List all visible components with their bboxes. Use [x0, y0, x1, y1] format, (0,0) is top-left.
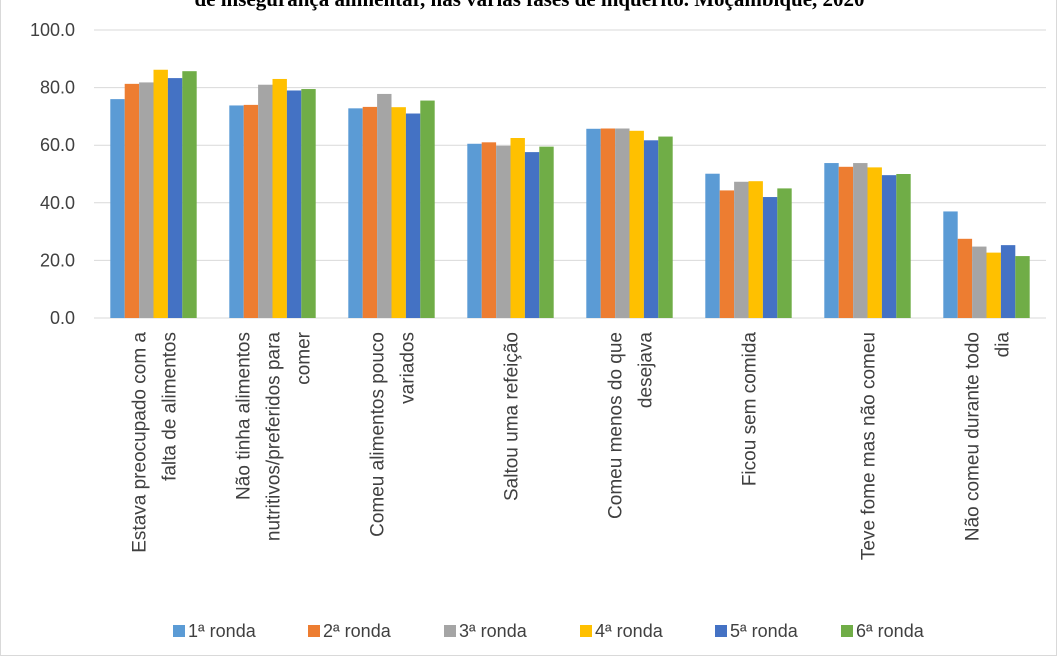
- x-tick-label: nutritivos/preferidos para: [264, 332, 285, 542]
- y-tick-label: 100.0: [30, 20, 75, 40]
- y-tick-label: 0.0: [50, 308, 75, 328]
- bar: [643, 140, 659, 318]
- chart-title: de insegurança alimentar, nas várias fas…: [1, 0, 1057, 12]
- bar: [272, 78, 287, 319]
- legend-label: 5ª ronda: [730, 621, 799, 641]
- bar: [243, 104, 259, 318]
- bar: [762, 197, 778, 318]
- x-tick-label: Teve fome mas não comeu: [859, 332, 880, 560]
- bar: [182, 71, 197, 319]
- legend-swatch: [173, 625, 185, 637]
- bar: [377, 93, 392, 318]
- bar: [629, 130, 644, 318]
- x-tick-label: Comeu menos do que: [606, 332, 627, 519]
- bar: [348, 108, 363, 318]
- x-tick-label: Não comeu durante todo: [963, 332, 984, 541]
- bar: [972, 246, 987, 318]
- bar: [391, 107, 406, 319]
- bar: [153, 69, 168, 318]
- y-tick-label: 40.0: [40, 193, 75, 213]
- bar: [539, 146, 554, 318]
- bar: [510, 138, 525, 318]
- bar: [881, 175, 897, 318]
- bar: [853, 163, 868, 318]
- x-tick-label: Não tinha alimentos: [234, 332, 255, 500]
- bar: [957, 238, 973, 318]
- bar: [748, 181, 763, 318]
- legend-label: 1ª ronda: [188, 621, 257, 641]
- bar: [896, 174, 911, 318]
- bar: [824, 163, 839, 318]
- bar: [1000, 245, 1016, 318]
- bar: [420, 100, 435, 318]
- x-tick-label: variados: [398, 332, 419, 404]
- bar: [867, 167, 882, 318]
- bar: [124, 83, 140, 318]
- x-tick-label: Saltou uma refeição: [502, 332, 523, 501]
- bar: [658, 136, 673, 318]
- x-tick-label: dia: [993, 332, 1014, 358]
- bar: [229, 105, 244, 319]
- bar: [110, 99, 125, 319]
- x-tick-label: comer: [294, 331, 315, 384]
- bar: [943, 211, 958, 318]
- bar: [838, 166, 854, 318]
- bar: [496, 145, 511, 318]
- y-tick-label: 60.0: [40, 135, 75, 155]
- bar: [467, 143, 482, 318]
- bar: [615, 128, 630, 318]
- legend-swatch: [444, 625, 456, 637]
- bar: [258, 84, 273, 318]
- bar: [481, 142, 497, 318]
- legend-swatch: [715, 625, 727, 637]
- bar: [1015, 256, 1030, 318]
- x-tick-label: Comeu alimentos pouco: [368, 332, 389, 537]
- legend-swatch: [580, 625, 592, 637]
- bar: [362, 106, 378, 319]
- legend-label: 3ª ronda: [459, 621, 528, 641]
- x-tick-label: Ficou sem comida: [740, 332, 761, 487]
- bar: [301, 89, 316, 318]
- legend-swatch: [308, 625, 320, 637]
- bar: [986, 252, 1001, 318]
- x-tick-label: desejava: [636, 332, 657, 408]
- bar: [734, 181, 749, 318]
- bar: [777, 188, 792, 318]
- legend-label: 6ª ronda: [856, 621, 925, 641]
- bar: [586, 128, 601, 318]
- bar: [286, 90, 302, 318]
- bar: [719, 190, 735, 318]
- bar: [167, 78, 183, 318]
- bar: [600, 128, 616, 318]
- bar: [405, 113, 421, 319]
- x-tick-label: falta de alimentos: [160, 332, 181, 481]
- y-tick-label: 80.0: [40, 78, 75, 98]
- legend-label: 4ª ronda: [595, 621, 664, 641]
- bar: [705, 173, 720, 318]
- y-tick-label: 20.0: [40, 250, 75, 270]
- legend-swatch: [841, 625, 853, 637]
- x-tick-label: Estava preocupado com a: [130, 332, 151, 553]
- legend-label: 2ª ronda: [323, 621, 392, 641]
- bar: [524, 152, 540, 318]
- bar: [139, 82, 154, 318]
